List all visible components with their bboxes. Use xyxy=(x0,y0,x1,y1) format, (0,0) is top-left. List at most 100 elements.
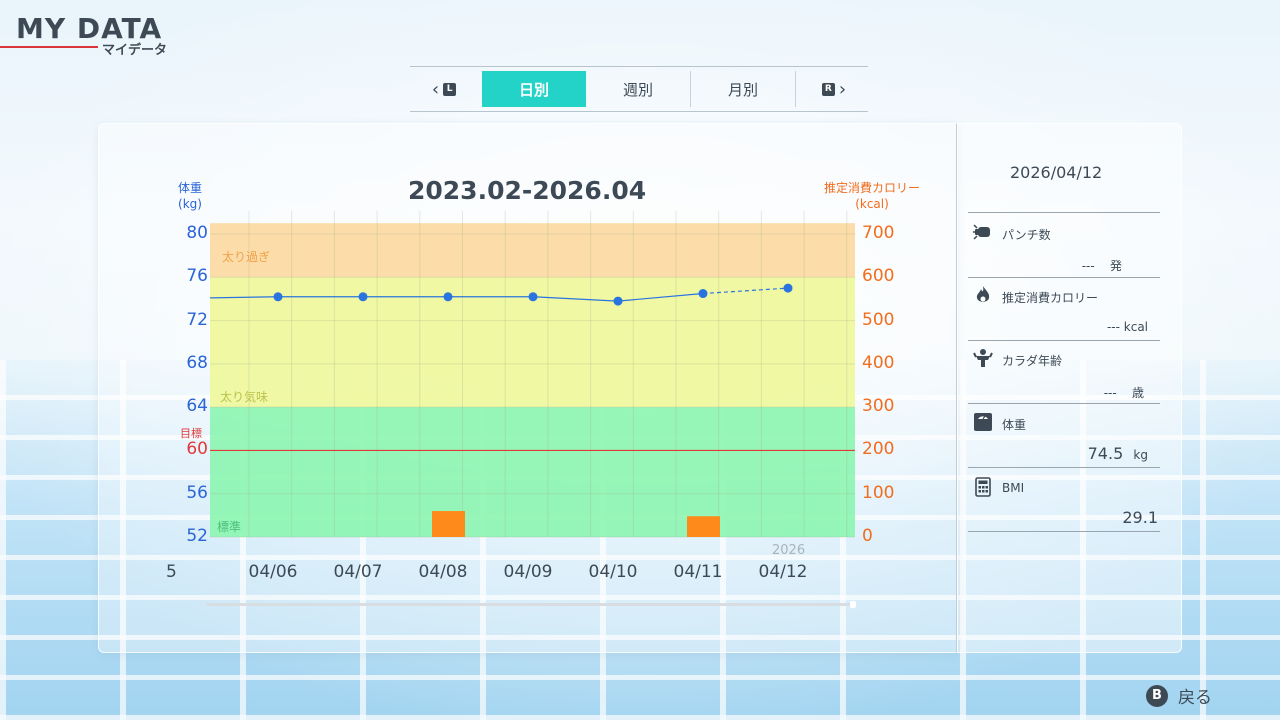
body-icon xyxy=(973,349,993,367)
tab-daily[interactable]: 日別 xyxy=(482,71,586,107)
x-tick: 04/08 xyxy=(418,562,468,582)
x-tick: 04/10 xyxy=(588,562,638,582)
calorie-tick: 600 xyxy=(862,266,895,287)
weight-point xyxy=(528,292,538,302)
weight-line-lead xyxy=(209,296,279,299)
weight-tick: 56 xyxy=(186,482,208,503)
tab-next-button[interactable]: R › xyxy=(795,71,868,107)
calorie-tick: 200 xyxy=(862,439,895,460)
weight-point xyxy=(358,292,368,302)
calorie-tick: 700 xyxy=(862,223,895,243)
x-tick: 04/09 xyxy=(503,562,553,582)
x-tick: 04/11 xyxy=(673,562,723,582)
weight-axis-label: 体重 (kg) xyxy=(178,180,202,212)
selected-date: 2026/04/12 xyxy=(1010,163,1103,182)
calculator-icon xyxy=(975,477,991,497)
year-label: 2026 xyxy=(772,543,806,558)
divider xyxy=(968,212,1160,213)
punch-count-unit: 発 xyxy=(1109,259,1122,273)
period-tabs: ‹ L 日別 週別 月別 R › xyxy=(410,66,868,112)
page-title: MY DATA xyxy=(16,12,163,45)
weight-axis-unit: (kg) xyxy=(178,197,202,211)
zone-0 xyxy=(210,223,855,278)
calorie-bar xyxy=(432,511,465,537)
weight-tick: 76 xyxy=(186,266,208,287)
zone-label-over: 太り過ぎ xyxy=(222,250,271,264)
calorie-bar xyxy=(687,516,720,537)
title-underline xyxy=(0,46,98,48)
zone-label-normal: 標準 xyxy=(217,520,242,534)
calorie-tick: 0 xyxy=(862,526,873,546)
b-button-icon: B xyxy=(1146,684,1168,707)
x-tick: 04/07 xyxy=(333,562,383,582)
bmi-label: BMI xyxy=(1002,481,1025,495)
weight-point xyxy=(698,289,708,299)
body-age-unit: 歳 xyxy=(1131,386,1144,400)
calorie-tick: 100 xyxy=(862,482,895,503)
weight-tick: 80 xyxy=(186,223,208,243)
divider xyxy=(968,531,1160,532)
divider xyxy=(968,340,1160,341)
weight-point xyxy=(783,283,793,293)
weight-tick: 60 xyxy=(186,439,208,460)
calorie-number: --- xyxy=(1106,320,1120,334)
weight-point xyxy=(613,296,623,306)
tab-monthly[interactable]: 月別 xyxy=(690,71,795,107)
goal-label: 目標 xyxy=(180,427,202,440)
weight-tick: 68 xyxy=(186,352,208,373)
weight-number: 74.5 xyxy=(1087,444,1124,463)
calorie-label: 推定消費カロリー xyxy=(1002,291,1099,305)
punch-count-value: --- 発 xyxy=(1002,257,1122,274)
zone-label-slightly-over: 太り気味 xyxy=(220,390,269,404)
x-tick-partial: 5 xyxy=(166,562,226,582)
calorie-tick: 500 xyxy=(862,309,895,330)
x-tick: 04/12 xyxy=(758,562,808,582)
page-subtitle: マイデータ xyxy=(102,43,168,58)
weight-line xyxy=(278,292,704,302)
back-label: 戻る xyxy=(1178,688,1212,708)
bmi-value: 29.1 xyxy=(1122,508,1158,527)
chevron-right-icon: › xyxy=(838,78,847,100)
calorie-tick: 400 xyxy=(862,352,895,373)
zone-2 xyxy=(210,407,855,537)
punch-icon xyxy=(973,224,990,240)
weight-value: 74.5 kg xyxy=(1028,444,1148,463)
calorie-value: --- kcal xyxy=(1028,320,1148,334)
weight-point xyxy=(443,292,453,302)
l-button-icon: L xyxy=(443,82,457,96)
weight-tick: 72 xyxy=(186,309,208,330)
punch-count-number: --- xyxy=(1081,259,1095,273)
weight-axis-title: 体重 xyxy=(178,181,203,195)
weight-unit: kg xyxy=(1133,448,1148,462)
tab-prev-button[interactable]: ‹ L xyxy=(410,71,482,107)
tab-weekly[interactable]: 週別 xyxy=(622,80,653,99)
back-button[interactable]: B 戻る xyxy=(1146,683,1212,708)
weight-point xyxy=(273,292,283,302)
divider xyxy=(968,277,1160,278)
weight-line-forecast xyxy=(702,287,789,295)
calorie-axis-unit: (kcal) xyxy=(855,197,889,211)
weight-tick: 64 xyxy=(186,396,208,417)
chart-scrollbar[interactable] xyxy=(206,601,856,608)
calorie-axis-label: 推定消費カロリー (kcal) xyxy=(824,180,920,212)
body-age-value: --- 歳 xyxy=(1024,384,1144,401)
chart-title: 2023.02-2026.04 xyxy=(408,176,647,205)
x-tick-partial-text: 5 xyxy=(166,562,177,582)
flame-icon xyxy=(976,286,990,302)
stats-panel xyxy=(956,123,1182,653)
divider xyxy=(968,403,1160,404)
divider xyxy=(968,467,1160,468)
weight-tick: 52 xyxy=(186,526,208,546)
body-age-number: --- xyxy=(1103,386,1117,400)
calorie-tick: 300 xyxy=(862,396,895,417)
r-button-icon: R xyxy=(821,82,835,96)
scrollbar-thumb[interactable] xyxy=(850,601,856,608)
x-tick: 04/06 xyxy=(248,562,298,582)
weight-label: 体重 xyxy=(1002,418,1027,432)
chevron-left-icon: ‹ xyxy=(431,78,440,100)
scale-icon xyxy=(974,413,992,431)
body-age-label: カラダ年齢 xyxy=(1002,354,1063,368)
calorie-unit: kcal xyxy=(1123,320,1148,334)
punch-count-label: パンチ数 xyxy=(1002,228,1051,242)
